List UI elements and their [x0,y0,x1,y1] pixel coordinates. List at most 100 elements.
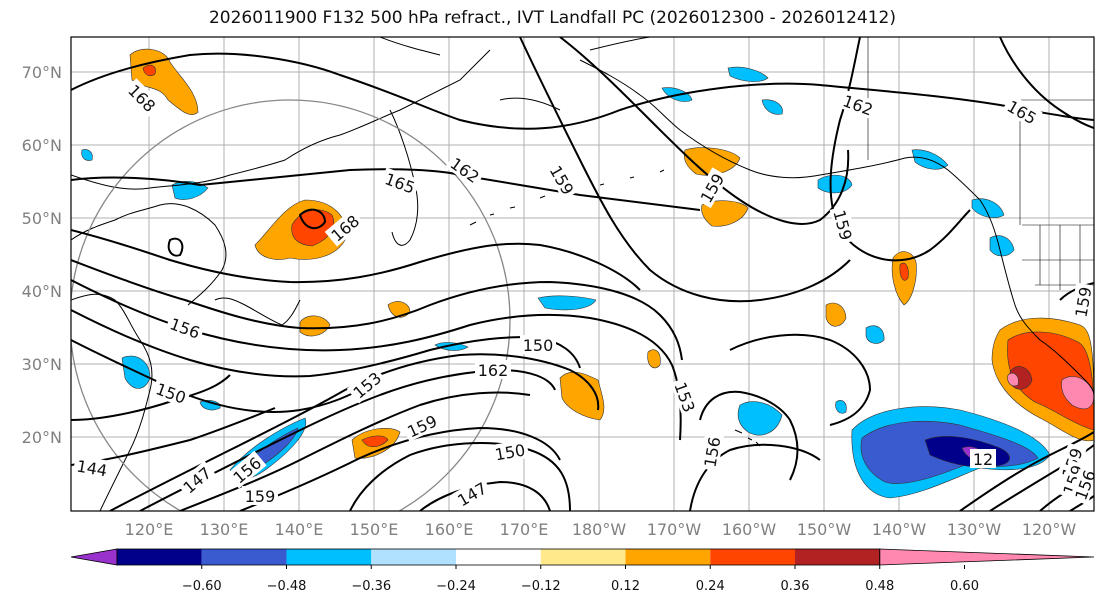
lon-tick-label: 160°W [722,520,777,539]
contour-line [71,339,371,413]
contour-label-bg [346,365,387,404]
contour-label-bg [242,486,278,505]
colorbar-tick-label: 0.12 [611,579,640,594]
positive-region [899,262,909,281]
negative-region [865,325,885,344]
colorbar-tick-label: 0.36 [781,579,810,594]
lon-tick-label: 150°E [350,520,399,539]
colorbar-segment [117,549,202,565]
lat-tick-label: 70°N [22,63,62,82]
negative-region [971,198,1005,218]
colorbar-segment [456,549,541,565]
lon-tick-label: 130°E [200,520,249,539]
contour-line [139,368,556,511]
contour-label-bg [520,335,556,354]
colorbar-tick-label: −0.24 [436,579,476,594]
lat-tick-label: 60°N [22,136,62,155]
lon-tick-label: 150°W [797,520,852,539]
contour-line [298,208,327,230]
lon-tick-label: 130°W [947,520,1002,539]
negative-region [171,180,209,200]
colorbar-tick-label: 0.60 [950,579,979,594]
contour-line [179,391,531,511]
lon-tick-label: 170°W [647,520,702,539]
contour-label-text: 159 [245,487,276,506]
contour-label-bg [176,460,217,499]
lat-tick-label: 40°N [22,282,62,301]
asia-coastline [71,293,153,511]
contour-label-text: 150 [523,336,554,355]
colorbar-tick-labels: −0.60 −0.48 −0.36 −0.24 −0.12 0.12 0.24 0.36 0.4… [182,565,979,594]
positive-region [361,435,389,448]
lat-tick-label: 30°N [22,355,62,374]
colorbar-segment [286,549,372,565]
contour-label: 159 [1070,282,1094,322]
asia-coastline [71,49,491,190]
negative-region [81,149,93,161]
contour-line [999,37,1094,129]
contour-label: 150 [520,335,556,355]
contour-label-bg [1001,94,1043,129]
lon-tick-label: 170°E [500,520,549,539]
contour-label-bg [1069,464,1094,505]
positive-region [1007,372,1019,387]
positive-region [1061,376,1094,410]
na-coastline [979,199,1094,396]
contour-line [71,407,276,466]
contour-label-bg [451,476,493,511]
contour-label-bg [151,377,192,408]
contour-label-bg [1070,282,1094,322]
contour-label-bg [829,205,858,245]
contour-label-bg [475,360,511,379]
lat-tick-label: 20°N [22,428,62,447]
contour-label-bg [165,312,206,343]
colorbar-extend-high [879,548,1095,566]
colorbar-segment [201,549,287,565]
contour-label-bg [490,439,530,464]
figure-title: 2026011900 F132 500 hPa refract., IVT La… [208,8,896,28]
borders [867,37,1094,300]
contour-line [959,431,1094,511]
contour-label-bg [226,450,267,489]
negative-region [835,400,847,414]
negative-region [727,66,769,82]
contour-line [71,168,701,211]
colorbar-tick-label: −0.12 [521,579,561,594]
contour-line [419,480,551,511]
kamchatka-coastline [389,109,419,246]
contour-label-bg [401,409,443,442]
lon-tick-label: 180°W [572,520,627,539]
lon-tick-label: 120°W [1022,520,1077,539]
lat-tick-label: 50°N [22,209,62,228]
contour-label-bg [970,449,996,468]
contour-line [71,229,641,291]
contour-label-bg [380,167,421,198]
positive-region [299,315,331,337]
alaska-coastline [579,59,981,201]
contour-label: 12 [970,449,996,469]
contour-label: 159 [242,486,278,506]
positive-region [701,200,749,227]
positive-region [825,302,847,327]
negative-region [537,295,597,311]
negative-region [989,235,1015,257]
colorbar-extend-low [70,548,118,566]
colorbar-segment [371,549,456,565]
contour-label-bg [838,89,879,120]
lon-tick-label: 160°E [425,520,474,539]
contour-line [71,259,683,361]
positive-region [142,64,156,77]
contour-line [71,52,1094,130]
contours [71,37,1094,511]
state-borders [1022,225,1094,300]
map-frame [70,36,1095,512]
negative-region [761,99,783,115]
lon-tick-label: 140°E [275,520,324,539]
contour-line [689,443,821,511]
contour-label-bg [694,167,729,209]
colorbar-tick-label: 0.48 [865,579,894,594]
latitude-labels: 70°N 60°N 50°N 40°N 30°N 20°N [22,63,62,447]
contour-label-bg [445,151,486,188]
